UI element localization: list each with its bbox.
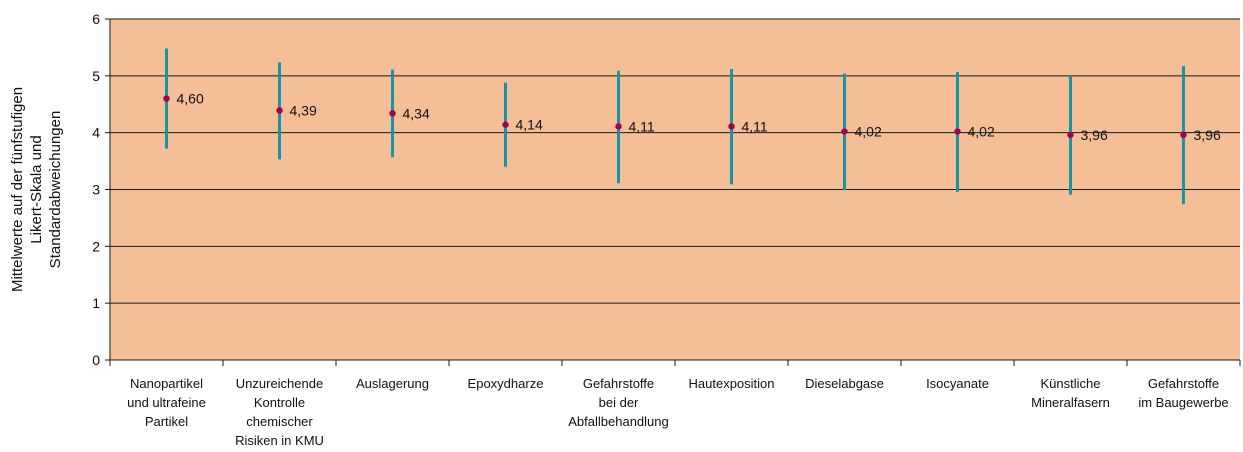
x-category-label: Dieselabgase	[805, 376, 884, 391]
x-category-label-line: Kontrolle	[254, 395, 305, 410]
data-label: 3,96	[1081, 127, 1108, 143]
y-tick-label: 3	[92, 182, 100, 198]
x-category-label-line: Mineralfasern	[1031, 395, 1110, 410]
y-axis-title-line: Standardabweichungen	[47, 111, 64, 269]
y-axis-title: Mittelwerte auf der fünfstufigen Likert-S…	[9, 87, 64, 292]
y-tick-label: 6	[92, 11, 100, 27]
x-category-label: Epoxydharze	[468, 376, 544, 391]
mean-point	[276, 107, 283, 114]
x-category-label-line: Hautexposition	[689, 376, 775, 391]
x-category-label: Isocyanate	[926, 376, 989, 391]
x-category-label-line: im Baugewerbe	[1138, 395, 1228, 410]
mean-point	[615, 123, 622, 130]
data-labels: 4,60 4,39 4,34 4,14 4,11 4,11 4,02 4,02 3,96 3,96	[177, 91, 1221, 143]
x-category-label-line: bei der	[599, 395, 639, 410]
mean-point	[954, 128, 961, 135]
data-label: 4,34	[403, 105, 430, 121]
y-tick-label: 1	[92, 295, 100, 311]
mean-points	[163, 95, 1187, 139]
y-tick-label: 2	[92, 238, 100, 254]
x-category-label-line: Auslagerung	[356, 376, 429, 391]
y-tick-label: 0	[92, 352, 100, 368]
mean-point	[1067, 131, 1074, 139]
mean-point	[163, 95, 170, 102]
x-category-label: Hautexposition	[689, 376, 775, 391]
x-category-label-line: Abfallbehandlung	[568, 414, 668, 429]
x-category-label-line: Unzureichende	[236, 376, 323, 391]
x-category-label-line: chemischer	[246, 414, 313, 429]
y-axis-title-line: Mittelwerte auf der fünfstufigen	[9, 87, 26, 292]
data-label: 4,02	[855, 124, 882, 140]
x-category-label: Nanopartikel und ultrafeine Partikel	[127, 376, 206, 429]
y-tick-label: 5	[92, 68, 100, 84]
data-label: 4,39	[290, 103, 317, 119]
mean-point	[1180, 131, 1187, 139]
x-category-label-line: Gefahrstoffe	[1148, 376, 1219, 391]
x-category-label-line: Gefahrstoffe	[583, 376, 654, 391]
x-category-label: Gefahrstoffe im Baugewerbe	[1138, 376, 1228, 410]
x-category-label: Künstliche Mineralfasern	[1031, 376, 1110, 410]
x-category-label: Gefahrstoffe bei der Abfallbehandlung	[568, 376, 668, 429]
y-tick-label: 4	[92, 125, 100, 141]
y-axis-title-line: Likert-Skala und	[28, 135, 45, 243]
data-label: 4,02	[968, 124, 995, 140]
data-label: 4,11	[629, 118, 655, 134]
x-category-label-line: Risiken in KMU	[235, 433, 324, 448]
mean-point	[502, 121, 509, 128]
data-label: 4,14	[516, 117, 543, 133]
y-axis-ticks: 0 1 2 3 4 5 6	[92, 11, 110, 368]
x-category-label-line: Nanopartikel	[130, 376, 203, 391]
data-label: 3,96	[1194, 127, 1221, 143]
x-category-label: Unzureichende Kontrolle chemischer Risiken …	[235, 376, 324, 448]
x-category-label: Auslagerung	[356, 376, 429, 391]
x-category-label-line: Isocyanate	[926, 376, 989, 391]
x-axis-category-labels: Nanopartikel und ultrafeine Partikel Unzure…	[127, 376, 1229, 448]
mean-point	[728, 123, 735, 130]
x-axis-ticks	[109, 360, 1241, 366]
data-label: 4,11	[742, 118, 768, 134]
data-label: 4,60	[177, 91, 204, 107]
mean-point	[389, 110, 396, 117]
x-category-label-line: Dieselabgase	[805, 376, 884, 391]
x-category-label-line: Künstliche	[1041, 376, 1101, 391]
x-category-label-line: und ultrafeine	[127, 395, 206, 410]
x-category-label-line: Partikel	[145, 414, 188, 429]
x-category-label-line: Epoxydharze	[468, 376, 544, 391]
mean-point	[841, 128, 848, 135]
